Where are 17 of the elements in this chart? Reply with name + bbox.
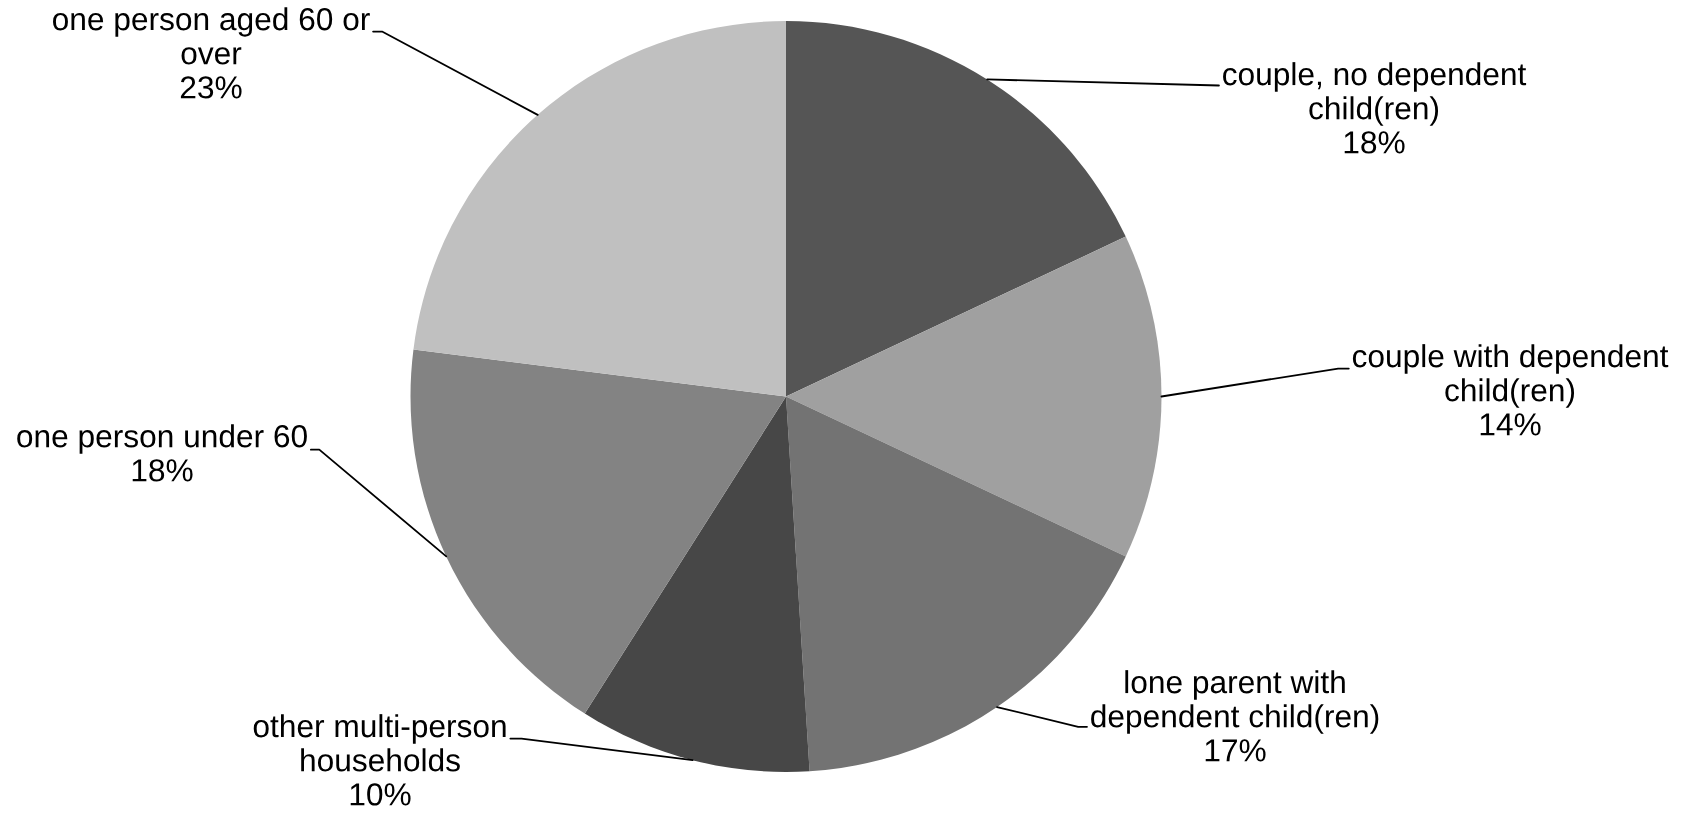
slice-label: lone parent with dependent child(ren) bbox=[1091, 670, 1379, 734]
data-label: 18% bbox=[1344, 131, 1405, 154]
data-label: 10% bbox=[350, 783, 411, 806]
slice-label: other multi-person households bbox=[253, 714, 506, 772]
data-label: 18% bbox=[132, 459, 193, 482]
slice-label: one person under 60 bbox=[17, 424, 307, 454]
data-label: 17% bbox=[1205, 739, 1266, 762]
slice-label: couple with dependent child(ren) bbox=[1352, 344, 1669, 408]
pie-slice bbox=[786, 21, 1126, 397]
pie-slice bbox=[786, 236, 1162, 557]
data-label: 23% bbox=[180, 76, 242, 99]
slice-label: one person aged 60 or over bbox=[53, 7, 370, 65]
pie-slice bbox=[584, 396, 810, 772]
slice-label: couple, no dependent child(ren) bbox=[1223, 62, 1527, 126]
pie-slice bbox=[410, 349, 786, 714]
data-label: 14% bbox=[1480, 413, 1541, 436]
pie-slice bbox=[413, 21, 786, 397]
